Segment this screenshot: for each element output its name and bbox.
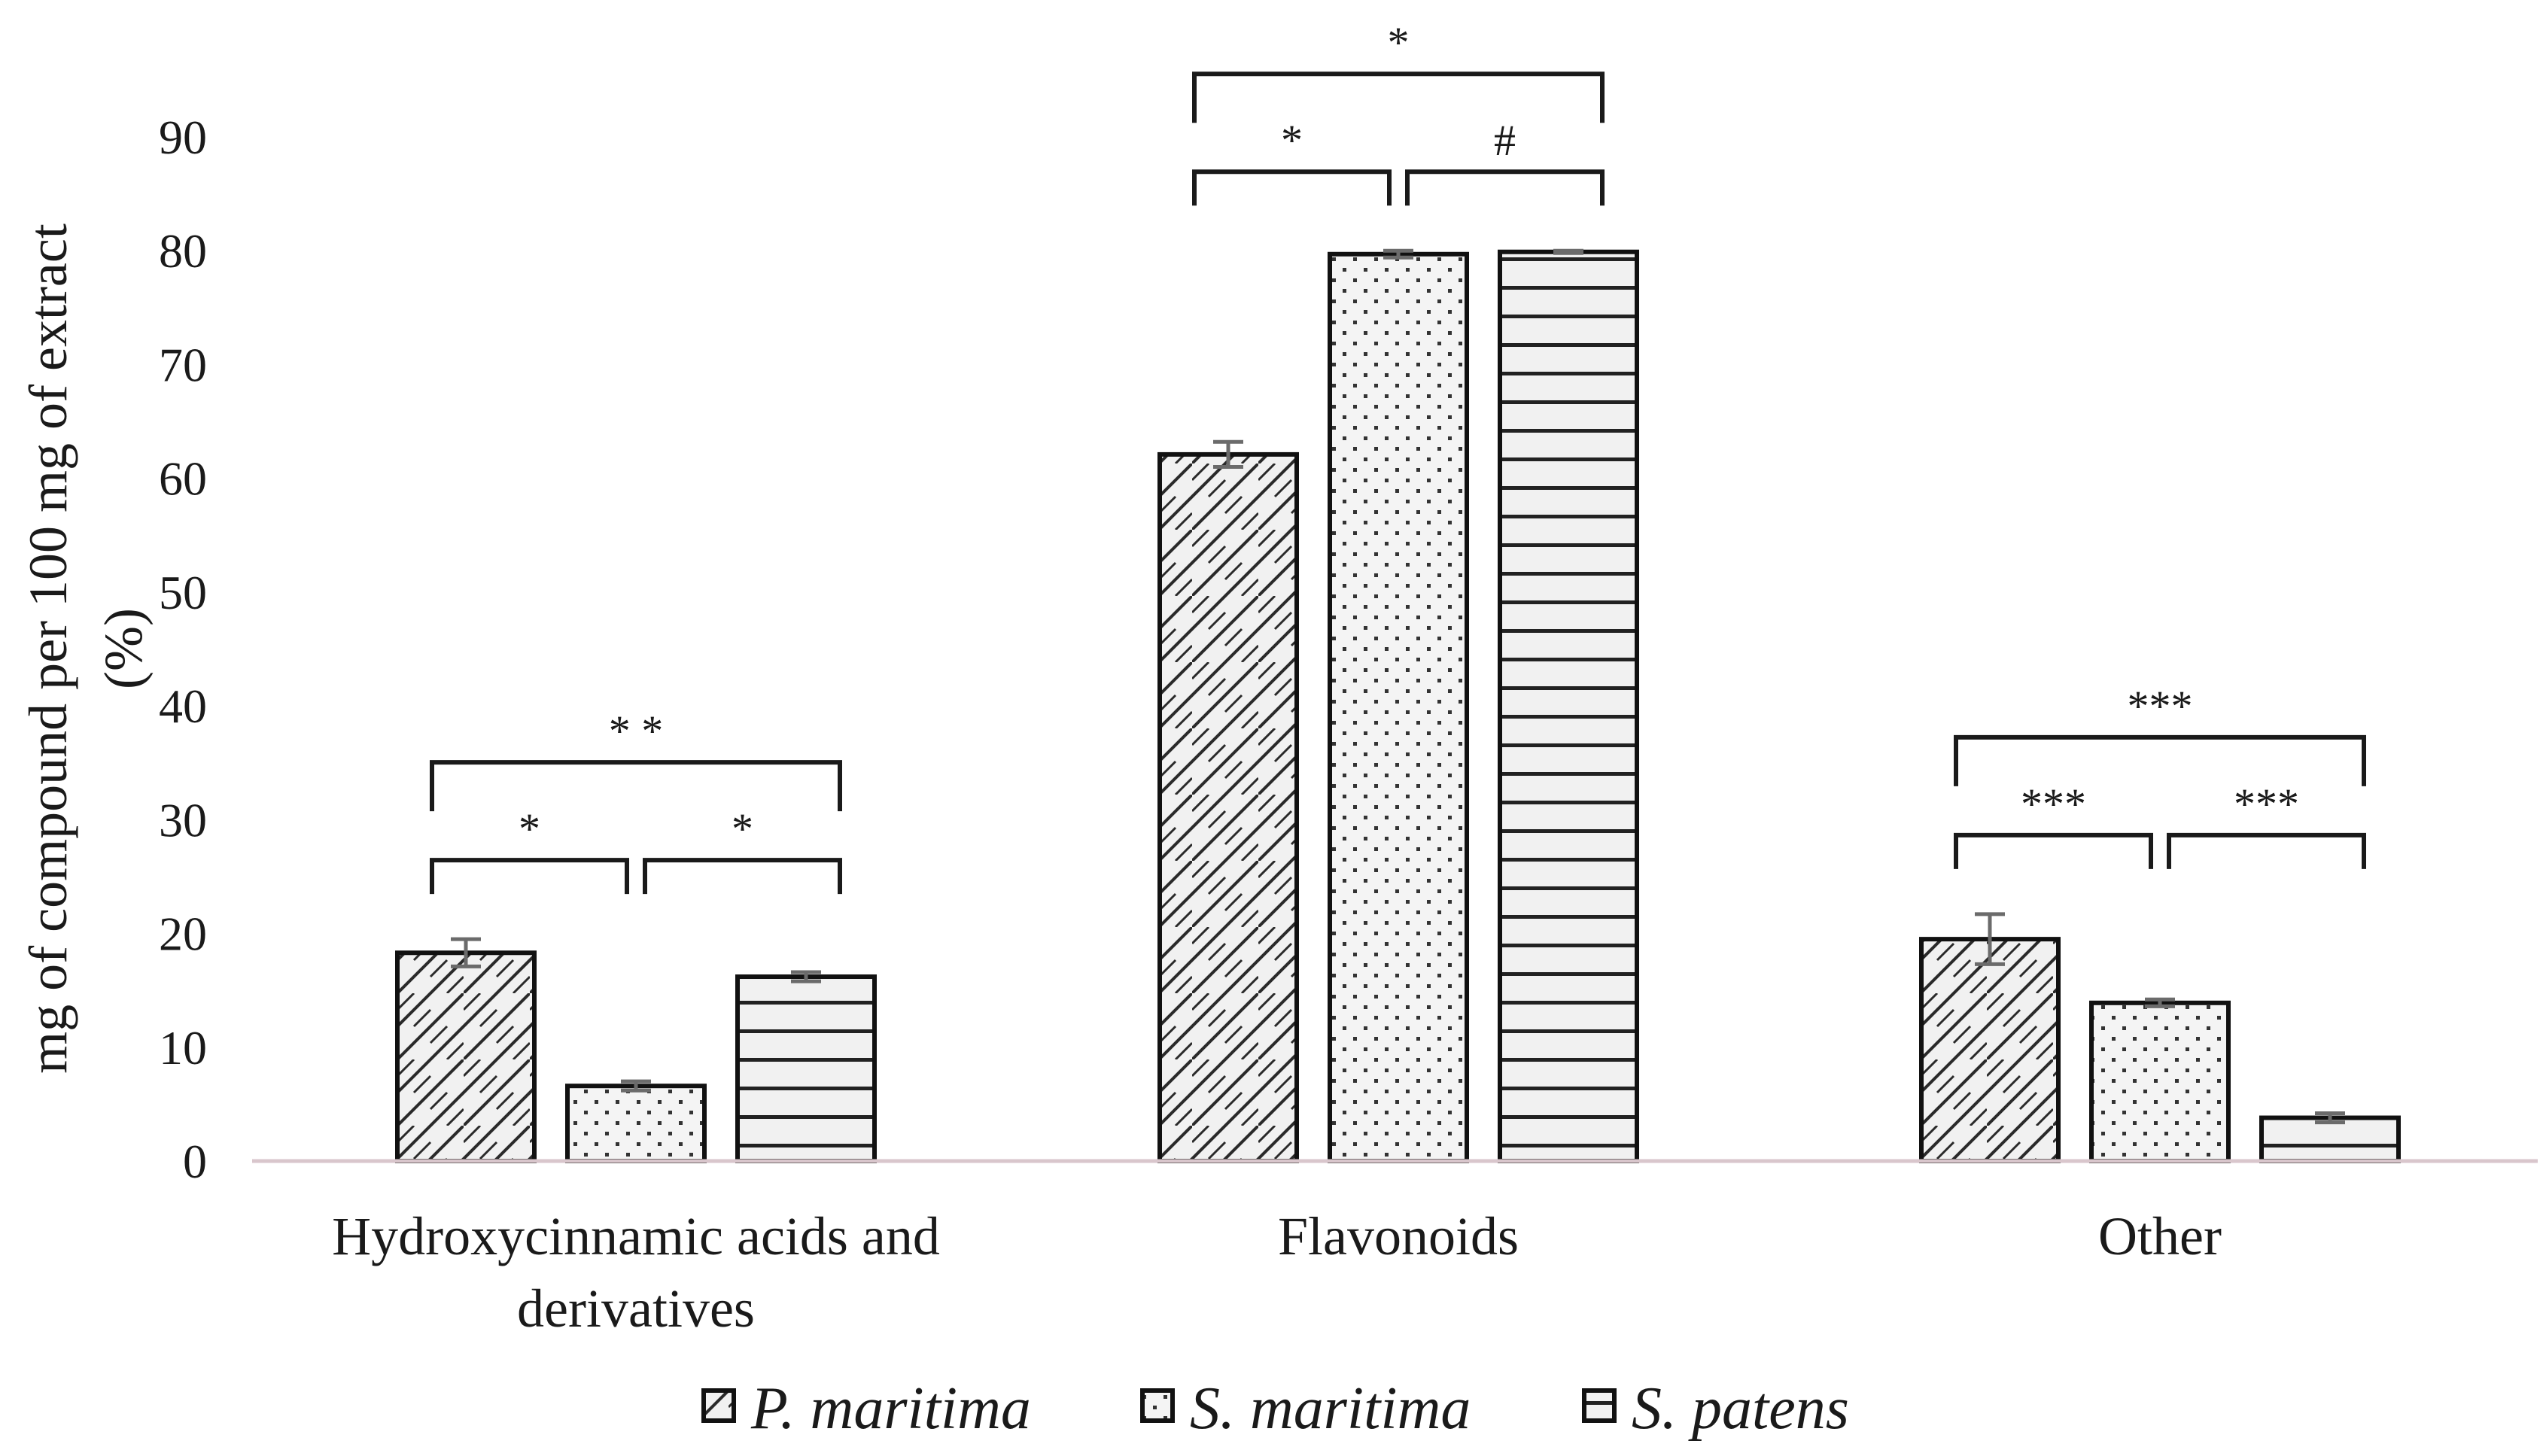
- legend: P. maritima S. maritima S. patens: [701, 1375, 1849, 1442]
- y-tick-label: 10: [159, 1021, 207, 1075]
- significance-label: *: [732, 804, 753, 853]
- error-bar: [791, 970, 821, 983]
- x-category-label: Flavonoids: [1278, 1206, 1519, 1266]
- bar-p-maritima: [1919, 937, 2061, 1164]
- significance-bracket: [1954, 734, 2366, 786]
- error-bar: [1213, 439, 1243, 470]
- legend-label: P. maritima: [750, 1375, 1031, 1442]
- y-tick-label: 0: [183, 1135, 207, 1188]
- significance-bracket: [2167, 832, 2366, 869]
- legend-swatch: [701, 1388, 736, 1423]
- y-axis-title: mg of compound per 100 mg of extract: [18, 223, 78, 1074]
- error-bar: [2145, 997, 2175, 1008]
- y-axis-label: mg of compound per 100 mg of extract (%): [18, 223, 154, 1074]
- significance-label: ***: [2234, 780, 2299, 828]
- significance-label: *: [1388, 18, 1410, 67]
- significance-label: *: [519, 804, 540, 853]
- error-bar: [451, 937, 481, 968]
- bar-s-patens: [2259, 1115, 2401, 1163]
- significance-bracket: [430, 858, 629, 895]
- bar-s-maritima: [565, 1084, 707, 1164]
- x-category-label: Hydroxycinnamic acids and derivatives: [332, 1206, 940, 1339]
- x-category-label: Other: [2098, 1206, 2222, 1266]
- legend-label: S. patens: [1632, 1375, 1849, 1442]
- error-bar: [1383, 248, 1413, 260]
- y-tick-label: 30: [159, 793, 207, 847]
- bar-s-maritima: [1328, 251, 1469, 1163]
- y-tick-label: 70: [159, 338, 207, 391]
- y-tick-label: 50: [159, 566, 207, 619]
- y-axis-ticks: 0 10 20 30 40 50 60 70 80 90: [159, 111, 207, 1188]
- significance-label: #: [1494, 116, 1516, 165]
- significance-label: ***: [2021, 780, 2086, 828]
- error-bar: [1975, 912, 2005, 966]
- significance-bracket: [1405, 169, 1605, 206]
- legend-swatch: [1582, 1388, 1617, 1423]
- y-tick-label: 40: [159, 679, 207, 733]
- significance-bracket: [1954, 832, 2153, 869]
- legend-label: S. maritima: [1190, 1375, 1471, 1442]
- y-tick-label: 80: [159, 224, 207, 278]
- significance-label: * *: [609, 707, 664, 755]
- significance-bracket: [1192, 169, 1392, 206]
- bar-p-maritima: [395, 950, 537, 1163]
- y-tick-label: 90: [159, 111, 207, 164]
- error-bar: [621, 1079, 651, 1093]
- bars: [395, 248, 2401, 1164]
- significance-bracket: [643, 858, 842, 895]
- y-tick-label: 60: [159, 452, 207, 506]
- significance-brackets: * ** ** #**** ******: [430, 18, 2366, 895]
- bar-s-patens: [735, 974, 877, 1164]
- significance-bracket: [430, 760, 842, 812]
- error-bar: [2315, 1111, 2345, 1125]
- significance-label: ***: [2128, 682, 2193, 731]
- error-bar: [1553, 248, 1583, 255]
- y-axis-title-unit: (%): [93, 608, 154, 689]
- bar-s-maritima: [2089, 1000, 2231, 1164]
- legend-swatch: [1140, 1388, 1175, 1423]
- bar-p-maritima: [1157, 451, 1299, 1163]
- y-tick-label: 20: [159, 907, 207, 961]
- bar-s-patens: [1498, 249, 1639, 1163]
- category-labels: Hydroxycinnamic acids and derivatives Flav…: [332, 1206, 2222, 1339]
- significance-label: *: [1281, 116, 1303, 165]
- significance-bracket: [1192, 71, 1605, 123]
